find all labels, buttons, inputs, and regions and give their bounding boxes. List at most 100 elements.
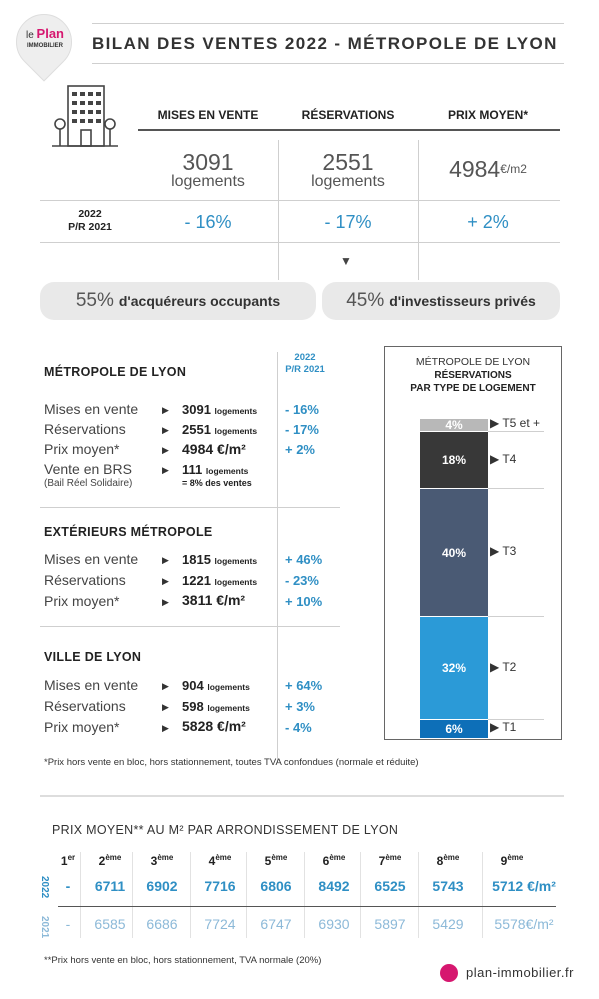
arrow-right-icon: ▶	[162, 723, 169, 733]
compare-ref: P/R 2021	[68, 221, 112, 233]
section-title-ville: VILLE DE LYON	[44, 650, 142, 664]
row-label: Prix moyen*	[44, 441, 120, 457]
row-label: Réservations	[44, 698, 126, 714]
row-value: 1815 logements	[182, 552, 257, 567]
arr-value-2021: 5429	[432, 916, 464, 932]
chart-header: MÉTROPOLE DE LYON RÉSERVATIONS PAR TYPE …	[384, 356, 562, 395]
arr-suffix: ème	[157, 853, 174, 862]
header-rule	[138, 129, 560, 131]
bar-segment-t5-et-: 4%	[420, 418, 488, 432]
arr-year-2021: 2021	[36, 914, 56, 944]
arr-value-2022: 8492	[318, 878, 350, 894]
prix-unit: €/m2	[500, 162, 527, 176]
header-reservations: RÉSERVATIONS	[301, 108, 395, 122]
arr-footnote: **Prix hors vente en bloc, hors stationn…	[44, 955, 322, 966]
arr-title: PRIX MOYEN** AU M² PAR ARRONDISSEMENT DE…	[52, 823, 399, 837]
chart-subtitle-2: PAR TYPE DE LOGEMENT	[410, 383, 536, 394]
change-reservations: - 17%	[324, 212, 372, 232]
arr-col-divider	[304, 852, 305, 938]
arr-value-2022: 6806	[260, 878, 292, 894]
bar-category-label: ▶ T1	[490, 720, 517, 735]
arrow-right-icon: ▶	[162, 576, 169, 586]
title-top-rule	[92, 23, 564, 24]
arr-number: 7	[378, 854, 386, 868]
reservations-unit: logements	[311, 173, 385, 190]
bar-separator-line	[488, 616, 544, 618]
mises-value: 3091	[182, 149, 234, 175]
arr-header: 7ème	[362, 853, 418, 868]
row-value: 598 logements	[182, 699, 250, 714]
row-value: 111 logements	[182, 462, 248, 477]
compare-bottom-rule	[40, 242, 560, 243]
col-divider-1	[278, 140, 279, 280]
arr-mid-rule	[58, 906, 556, 907]
arr-value-2022: 5743	[432, 878, 464, 894]
arr-col-divider	[80, 852, 81, 938]
row-change: + 46%	[285, 552, 323, 567]
arr-number: 1	[60, 854, 68, 868]
logo: le Plan IMMOBILIER	[18, 27, 72, 52]
row-change: + 3%	[285, 699, 315, 714]
occupants-pill: 55% d'acquéreurs occupants	[40, 282, 316, 320]
arr-suffix: ème	[329, 853, 346, 862]
arr-value-2021: -	[65, 916, 71, 932]
row-change: - 16%	[285, 402, 319, 417]
bar-category-label: ▶ T2	[490, 659, 517, 674]
detail-col-year: 2022	[294, 352, 316, 363]
section-rule	[40, 507, 340, 508]
prix-value: 4984	[449, 156, 501, 182]
row-change: + 2%	[285, 442, 315, 457]
bar-segment-t4: 18%	[420, 430, 488, 489]
arr-value-2021: 6930	[318, 916, 350, 932]
arr-year-2022: 2022	[36, 874, 56, 904]
arrow-right-icon: ▶	[162, 425, 169, 435]
arr-col-divider	[418, 852, 419, 938]
row-value: 3091 logements	[182, 402, 257, 417]
bar-category-label: ▶ T3	[490, 544, 517, 559]
arr-col-divider	[190, 852, 191, 938]
arr-suffix: er	[67, 853, 76, 862]
bar-segment-t1: 6%	[420, 718, 488, 738]
row-value-unit: logements	[205, 466, 249, 476]
row-change: - 23%	[285, 573, 319, 588]
row-value-unit: logements	[214, 426, 258, 436]
prix-footnote: *Prix hors vente en bloc, hors stationne…	[44, 757, 419, 768]
section-title-metropole: MÉTROPOLE DE LYON	[44, 365, 187, 379]
arrow-right-icon: ▶	[162, 681, 169, 691]
investors-label: d'investisseurs privés	[389, 293, 536, 309]
row-value: 2551 logements	[182, 422, 257, 437]
compare-year: 2022	[78, 208, 102, 220]
arr-value-2022: 6711	[94, 878, 126, 894]
arr-suffix: ème	[271, 853, 288, 862]
site-url[interactable]: plan-immobilier.fr	[466, 965, 574, 980]
arr-value-2021: 6747	[260, 916, 292, 932]
bar-separator-line	[488, 430, 544, 432]
row-label: Vente en BRS	[44, 461, 132, 477]
arr-header: 5ème	[248, 853, 304, 868]
row-value-number: 3091	[182, 402, 211, 417]
down-triangle-icon: ▼	[340, 254, 352, 268]
arr-header: 3ème	[134, 853, 190, 868]
row-value-number: 2551	[182, 422, 211, 437]
row-value-number: 598	[182, 699, 204, 714]
arrow-right-icon: ▶	[162, 405, 169, 415]
value-prix-moyen: 4984€/m2	[418, 157, 558, 181]
arr-suffix: ème	[443, 853, 460, 862]
row-value-note: = 8% des ventes	[182, 478, 252, 488]
arr-value-2021: 5578€/m²	[494, 916, 554, 932]
chart-title: MÉTROPOLE DE LYON	[415, 356, 531, 368]
title-bottom-rule	[92, 63, 564, 64]
arrow-right-icon: ▶	[162, 445, 169, 455]
investors-pill: 45% d'investisseurs privés	[322, 282, 560, 320]
arr-number: 9	[500, 854, 508, 868]
row-value: 5828 €/m²	[182, 718, 246, 734]
logo-immobilier: IMMOBILIER	[27, 43, 63, 49]
change-mises: - 16%	[184, 212, 232, 232]
section-rule	[40, 626, 340, 627]
row-sublabel: (Bail Réel Solidaire)	[44, 478, 133, 489]
arr-number: 3	[150, 854, 158, 868]
arr-header: 2ème	[82, 853, 138, 868]
arr-value-2021: 6585	[94, 916, 126, 932]
page-title: BILAN DES VENTES 2022 - MÉTROPOLE DE LYO…	[92, 34, 558, 53]
detail-col-header: 2022 P/R 2021	[280, 352, 330, 376]
